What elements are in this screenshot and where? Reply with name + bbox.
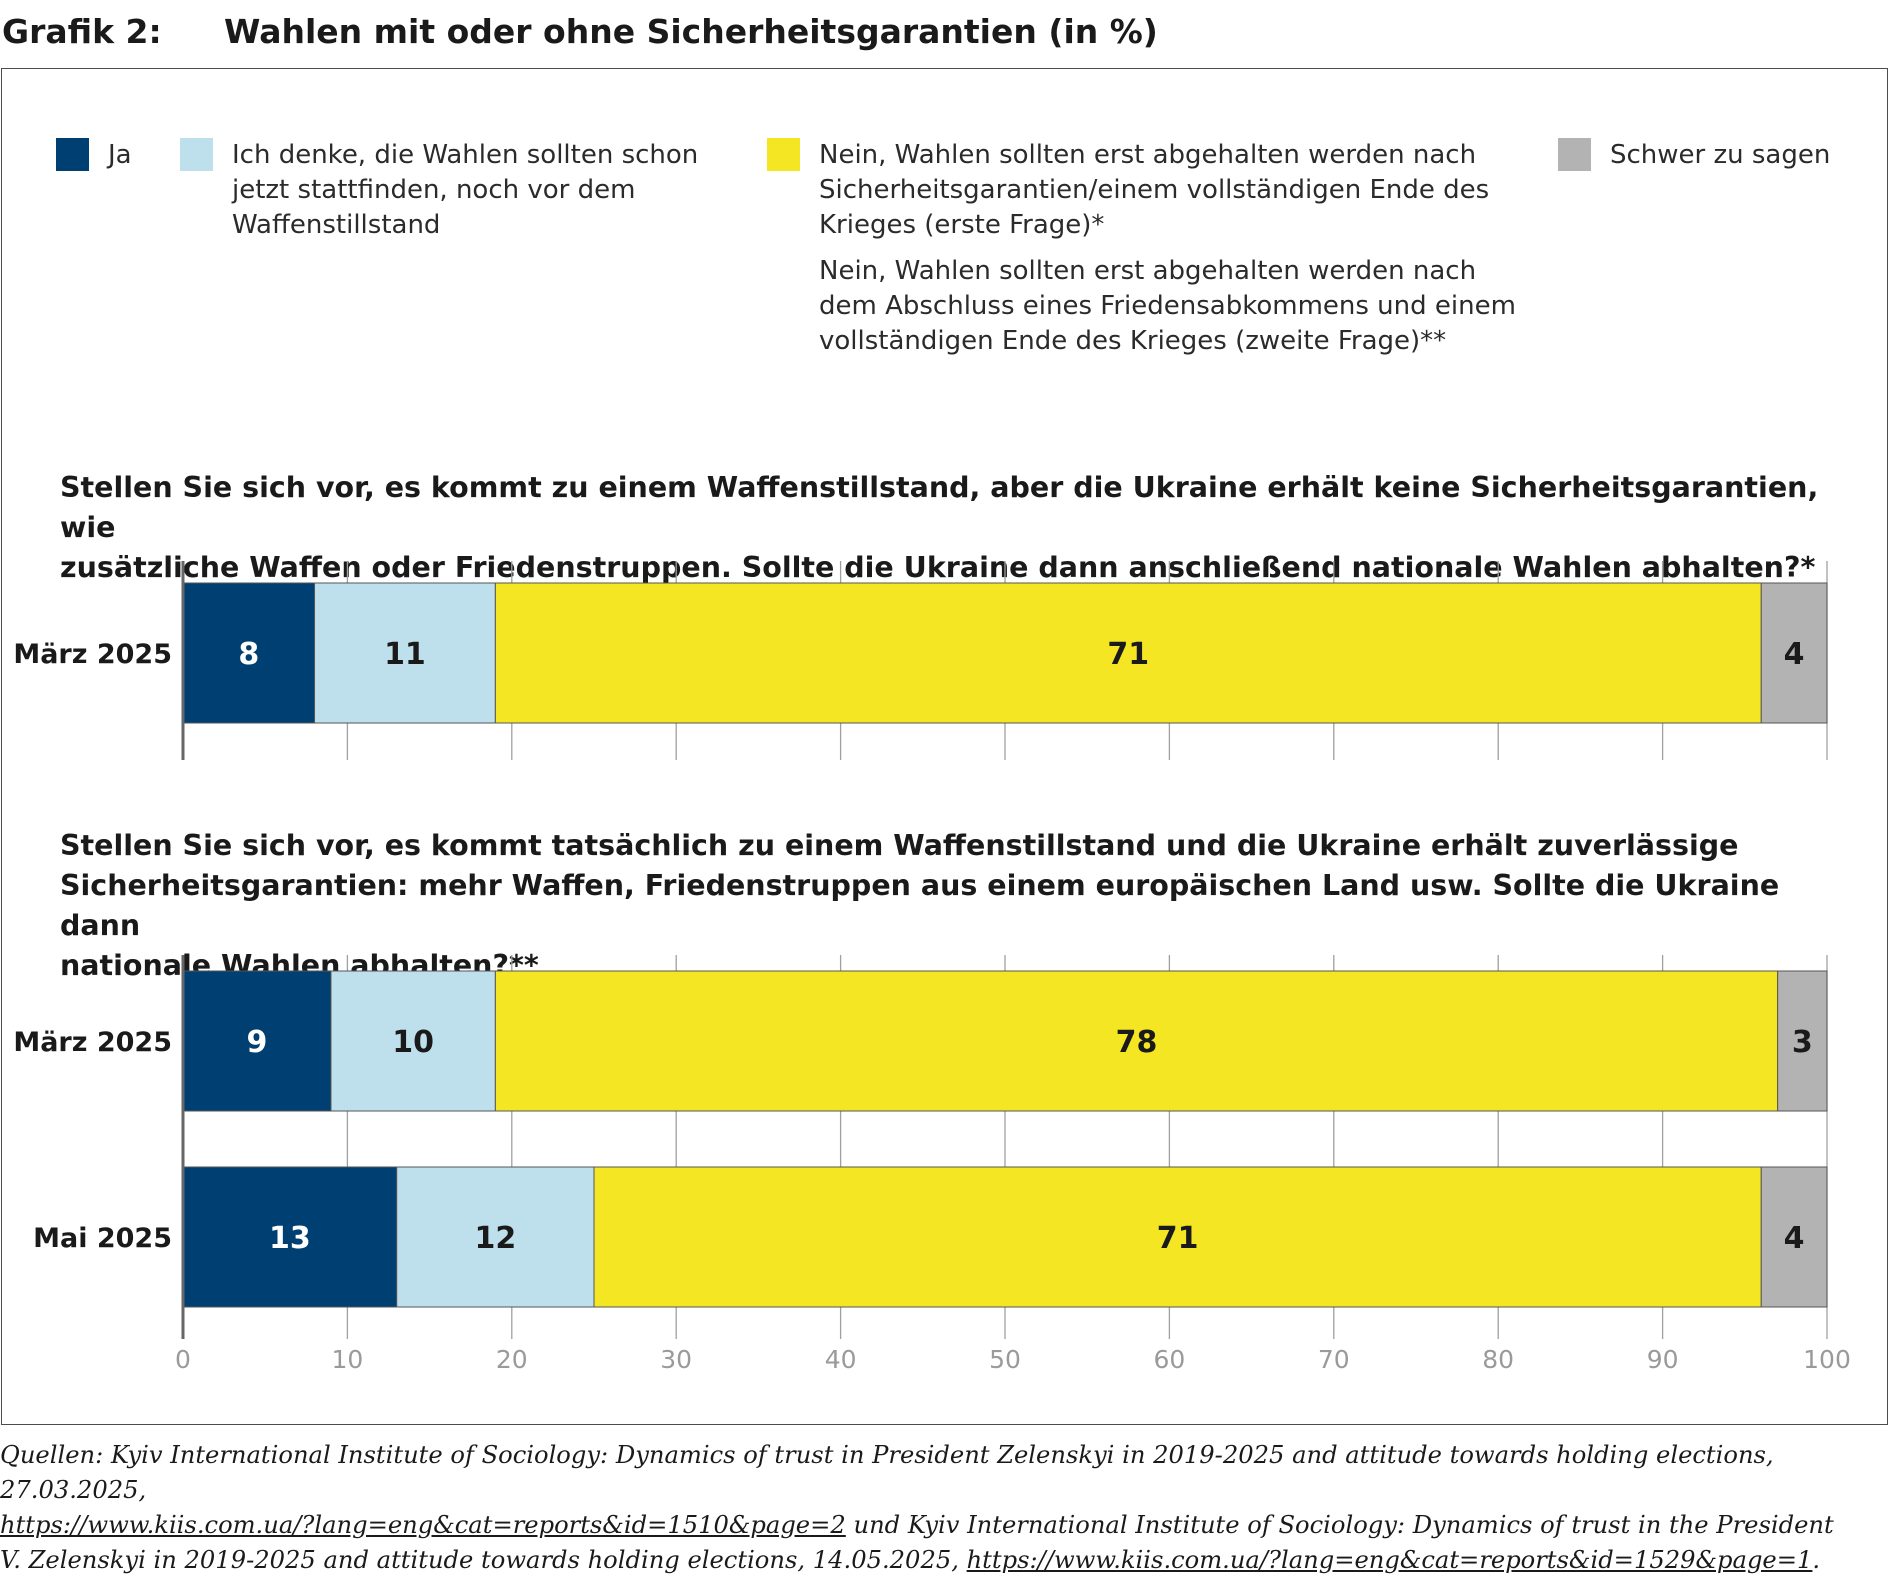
x-tick-label: 40 [825,1345,857,1374]
data-label: 8 [238,637,259,672]
data-label: 4 [1784,1221,1805,1256]
source-text-4: . [1812,1546,1821,1574]
data-label: 10 [392,1025,434,1060]
bar-segment [494,970,1779,1112]
figure-title: Wahlen mit oder ohne Sicherheitsgarantie… [224,12,1158,51]
data-label: 11 [384,637,426,672]
source-link-1[interactable]: https://www.kiis.com.ua/?lang=eng&cat=re… [0,1511,846,1539]
legend-label-nein-erste: Nein, Wahlen sollten erst abgehalten wer… [819,140,1490,240]
figure-number: Grafik 2: [2,12,162,51]
bar-segment [330,970,496,1112]
bar-segment [182,582,316,724]
row-label: März 2025 [13,1027,172,1058]
bar-segment [182,970,332,1112]
bar-segment [1777,970,1828,1112]
data-label: 12 [474,1221,516,1256]
legend-label-schwer: Schwer zu sagen [1610,140,1831,170]
legend-swatch-ja [56,138,89,171]
source-link-2[interactable]: https://www.kiis.com.ua/?lang=eng&cat=re… [966,1546,1813,1574]
data-label: 71 [1157,1221,1199,1256]
legend-swatch-schwer [1558,138,1591,171]
bar-segment [396,1166,595,1308]
x-tick-label: 0 [175,1345,191,1374]
bar-segment [1760,582,1828,724]
x-tick-label: 50 [989,1345,1021,1374]
x-tick-label: 100 [1803,1345,1851,1374]
data-label: 4 [1784,637,1805,672]
data-label: 13 [269,1221,311,1256]
x-tick-label: 70 [1318,1345,1350,1374]
stacked-bar-charts: März 2025 8 11 71 4 März 2025 9 10 78 3 Mai 2025 13… [13,561,1851,1374]
row-label: März 2025 [13,639,172,670]
legend-label-schon-jetzt: Ich denke, die Wahlen sollten schon jetz… [232,140,699,240]
x-tick-label: 90 [1647,1345,1679,1374]
chart1-title: Stellen Sie sich vor, es kommt zu einem … [60,471,1819,584]
source-text-2: und Kyiv International Institute of Soci… [845,1511,1834,1539]
chart2-title: Stellen Sie sich vor, es kommt tatsächli… [60,829,1780,982]
bar-segment [1760,1166,1828,1308]
x-tick-label: 10 [331,1345,363,1374]
x-tick-label: 20 [496,1345,528,1374]
x-tick-label: 30 [660,1345,692,1374]
data-label: 71 [1107,637,1149,672]
bar-segment [593,1166,1762,1308]
data-label: 3 [1792,1025,1813,1060]
x-tick-label: 60 [1153,1345,1185,1374]
legend-label-ja: Ja [108,140,132,170]
data-label: 9 [247,1025,268,1060]
x-tick-label: 80 [1482,1345,1514,1374]
legend-swatch-schon-jetzt [180,138,213,171]
legend-swatch-nein [767,138,800,171]
source-text-1: Quellen: Kyiv International Institute of… [0,1441,1774,1504]
bar-segment [494,582,1762,724]
source-text-3: V. Zelenskyi in 2019-2025 and attitude t… [0,1546,967,1574]
data-label: 78 [1116,1025,1158,1060]
source-note: Quellen: Kyiv International Institute of… [0,1438,1891,1578]
row-label: Mai 2025 [33,1223,172,1254]
chart-frame [1,68,1888,1425]
chart-heading: Grafik 2: Wahlen mit oder ohne Sicherhei… [0,8,1891,58]
legend-label-nein-zweite: Nein, Wahlen sollten erst abgehalten wer… [819,256,1516,356]
bar-segment [314,582,496,724]
